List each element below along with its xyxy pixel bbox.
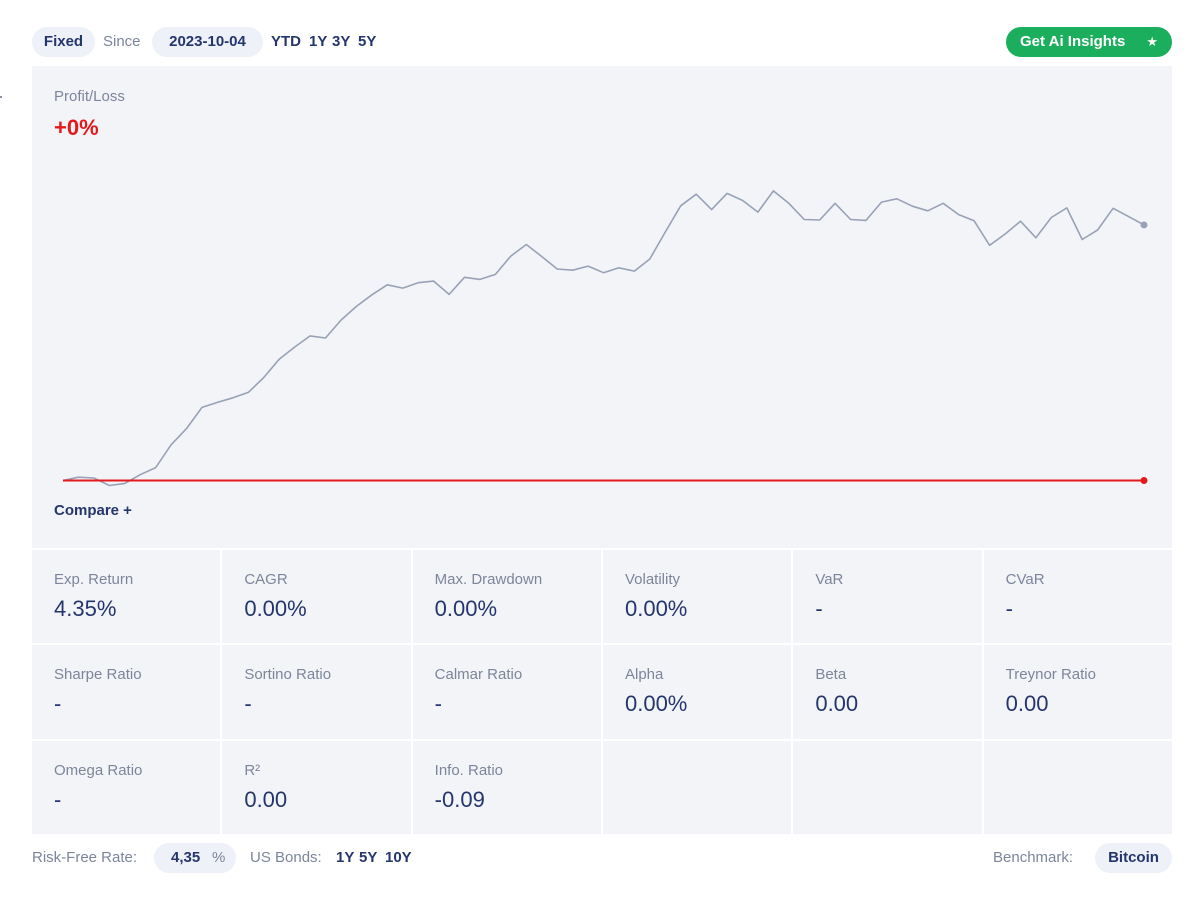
metric-value: - <box>54 691 62 717</box>
metric-label: Sortino Ratio <box>244 666 332 684</box>
metric-value: - <box>1005 596 1013 621</box>
benchmark-selector[interactable]: Bitcoin <box>1095 843 1172 873</box>
metric-var: VaR - <box>793 550 982 644</box>
metric-label: CAGR <box>244 571 288 588</box>
portfolio-line <box>62 190 1145 487</box>
metric-value: 0.00% <box>434 596 498 621</box>
portfolio-end-point <box>1140 221 1148 229</box>
period-1y[interactable]: 1Y <box>309 33 328 50</box>
metric-label: VaR <box>815 571 844 588</box>
metric-calmar-ratio: Calmar Ratio - <box>412 645 601 739</box>
edge-marker <box>0 96 2 98</box>
metric-cagr: CAGR 0.00% <box>222 550 411 644</box>
profit-loss-value: +0% <box>54 115 99 140</box>
metric-omega-ratio: Omega Ratio - <box>32 740 221 834</box>
mode-toggle-fixed[interactable]: Fixed <box>32 27 95 57</box>
metric-exp-return: Exp. Return 4.35% <box>32 550 221 644</box>
metric-empty-cell <box>602 740 792 834</box>
since-date-picker[interactable]: 2023-10-04 <box>152 27 263 57</box>
metric-alpha: Alpha 0.00% <box>602 645 792 739</box>
risk-free-rate-input[interactable]: 4,35 % <box>154 843 236 873</box>
metric-sharpe-ratio: Sharpe Ratio - <box>32 645 221 739</box>
metric-value: - <box>815 596 823 621</box>
us-bonds-label: US Bonds: <box>250 849 322 866</box>
metrics-grid: Exp. Return 4.35% CAGR 0.00% Max. Drawdo… <box>32 550 1172 834</box>
metric-max-drawdown: Max. Drawdown 0.00% <box>412 550 601 644</box>
metric-empty-cell <box>793 740 982 834</box>
metric-value: - <box>434 691 442 717</box>
metric-r-squared: R² 0.00 <box>222 740 411 834</box>
top-toolbar: Fixed Since 2023-10-04 YTD 1Y 3Y 5Y Get … <box>32 27 1172 57</box>
bond-period-5y[interactable]: 5Y <box>359 849 378 866</box>
metric-value: 0.00 <box>244 786 288 812</box>
metric-label: Calmar Ratio <box>434 666 523 684</box>
metric-beta: Beta 0.00 <box>793 645 982 739</box>
metric-label: Treynor Ratio <box>1005 666 1096 684</box>
bond-period-1y[interactable]: 1Y <box>336 849 355 866</box>
metric-label: Max. Drawdown <box>434 571 543 588</box>
benchmark-label: Benchmark: <box>993 849 1074 866</box>
risk-free-rate-value: 4,35 <box>171 849 201 866</box>
metric-value: - <box>244 691 252 717</box>
metric-label: Exp. Return <box>54 571 134 588</box>
bond-period-10y[interactable]: 10Y <box>385 849 412 866</box>
metric-empty-cell <box>983 740 1172 834</box>
metric-value: 0.00 <box>1005 691 1049 717</box>
star-icon: ★ <box>1146 34 1158 49</box>
get-ai-insights-button[interactable]: Get Ai Insights ★ <box>1006 27 1172 57</box>
metric-cvar: CVaR - <box>983 550 1172 644</box>
metric-value: - <box>54 786 62 812</box>
metric-treynor-ratio: Treynor Ratio 0.00 <box>983 645 1172 739</box>
metric-info-ratio: Info. Ratio -0.09 <box>412 740 601 834</box>
metric-value: 4.35% <box>54 596 117 621</box>
metric-value: 0.00% <box>244 596 307 621</box>
metric-label: Beta <box>815 666 847 684</box>
metric-value: -0.09 <box>434 786 485 812</box>
metric-volatility: Volatility 0.00% <box>602 550 792 644</box>
since-label: Since <box>103 33 141 50</box>
metric-sortino-ratio: Sortino Ratio - <box>222 645 411 739</box>
metric-label: Omega Ratio <box>54 761 143 779</box>
metric-label: R² <box>244 761 261 779</box>
metric-label: Sharpe Ratio <box>54 666 142 684</box>
metric-value: 0.00 <box>815 691 859 717</box>
baseline-end-point <box>1140 477 1148 485</box>
period-ytd[interactable]: YTD <box>271 33 301 50</box>
metric-label: CVaR <box>1005 571 1045 588</box>
metric-label: Volatility <box>624 571 681 588</box>
get-ai-insights-label: Get Ai Insights <box>1020 33 1126 50</box>
metric-value: 0.00% <box>624 596 688 621</box>
metric-label: Alpha <box>624 666 664 684</box>
profit-loss-panel: Profit/Loss +0% Compare + <box>32 66 1172 548</box>
compare-button[interactable]: Compare + <box>54 502 132 519</box>
bottom-toolbar: Risk-Free Rate: 4,35 % US Bonds: 1Y 5Y 1… <box>32 843 1172 873</box>
period-3y[interactable]: 3Y <box>332 33 351 50</box>
percent-unit: % <box>212 849 226 866</box>
metric-label: Info. Ratio <box>434 761 504 779</box>
risk-free-rate-label: Risk-Free Rate: <box>32 849 138 866</box>
profit-loss-chart[interactable] <box>32 66 1172 548</box>
metric-value: 0.00% <box>624 691 688 717</box>
profit-loss-label: Profit/Loss <box>54 88 125 105</box>
period-5y[interactable]: 5Y <box>358 33 377 50</box>
